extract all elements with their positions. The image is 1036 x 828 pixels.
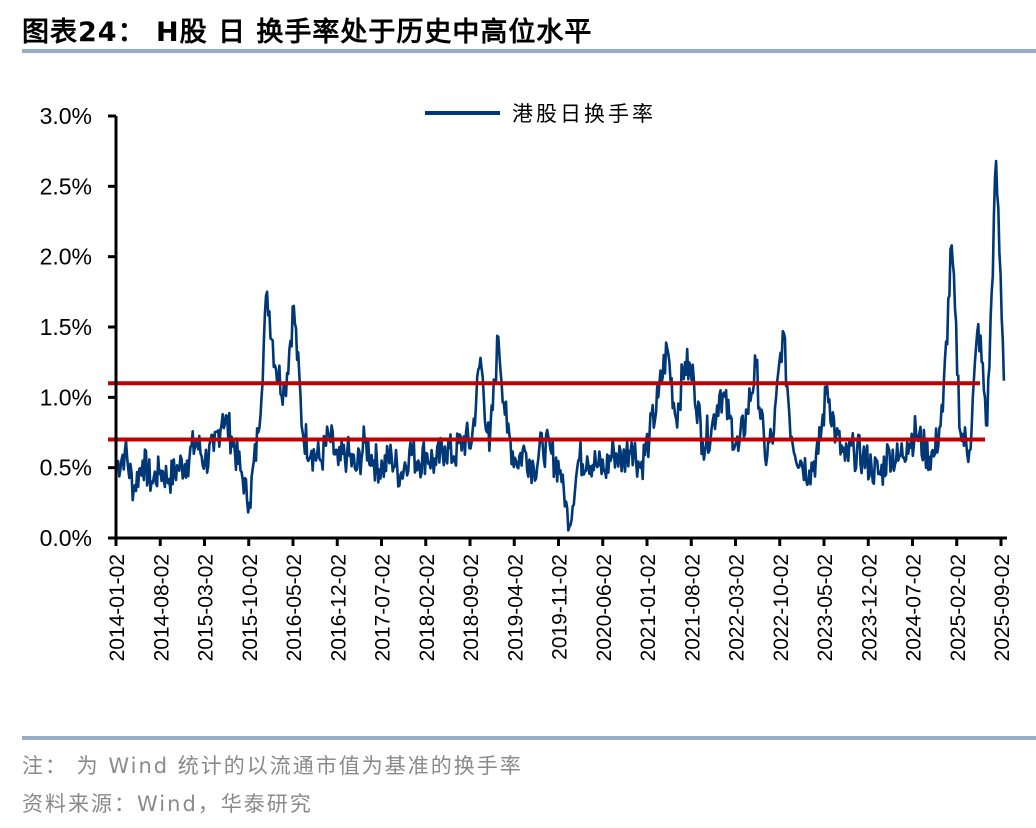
y-tick-label: 0.0% xyxy=(40,525,92,551)
x-tick-label: 2018-02-02 xyxy=(416,554,439,661)
y-tick-label: 1.0% xyxy=(40,384,92,410)
x-tick-label: 2014-01-02 xyxy=(106,554,129,661)
x-tick-label: 2023-05-02 xyxy=(814,554,837,661)
title-divider xyxy=(22,49,1036,53)
x-tick-label: 2024-07-02 xyxy=(903,554,926,661)
x-tick-label: 2020-06-02 xyxy=(593,554,616,661)
x-tick-label: 2025-09-02 xyxy=(991,554,1014,661)
x-tick-label: 2014-08-02 xyxy=(150,554,173,661)
x-tick-label: 2021-08-02 xyxy=(681,554,704,661)
source-note: 资料来源：Wind，华泰研究 xyxy=(22,792,313,816)
x-tick-label: 2015-03-02 xyxy=(195,554,218,661)
x-tick-label: 2015-10-02 xyxy=(239,554,262,661)
y-tick-label: 0.5% xyxy=(40,455,92,481)
x-tick-label: 2017-07-02 xyxy=(372,554,395,661)
y-tick-label: 2.5% xyxy=(40,173,92,199)
footer-divider xyxy=(22,736,1036,740)
x-tick-label: 2019-04-02 xyxy=(504,554,527,661)
y-tick-label: 3.0% xyxy=(40,103,92,129)
x-tick-label: 2022-10-02 xyxy=(770,554,793,661)
x-tick-label: 2018-09-02 xyxy=(460,554,483,661)
y-tick-label: 1.5% xyxy=(40,314,92,340)
footnote: 注： 为 Wind 统计的以流通市值为基准的换手率 xyxy=(22,754,523,778)
x-tick-label: 2016-12-02 xyxy=(327,554,350,661)
x-tick-label: 2023-12-02 xyxy=(858,554,881,661)
x-tick-label: 2021-01-02 xyxy=(637,554,660,661)
x-tick-label: 2016-05-02 xyxy=(283,554,306,661)
series-line xyxy=(114,159,1006,532)
x-tick-label: 2025-02-02 xyxy=(947,554,970,661)
x-tick-label: 2022-03-02 xyxy=(726,554,749,661)
x-axis-labels: 2014-01-02 2014-08-02 2015-03-02 2015-10-02… xyxy=(106,554,1014,661)
reference-lines xyxy=(108,381,985,442)
y-axis-labels: 0.0% 0.5% 1.0% 1.5% 2.0% 2.5% 3.0% xyxy=(40,103,92,551)
x-tick-label: 2019-11-02 xyxy=(549,554,572,660)
axes xyxy=(108,114,1007,546)
chart-area: 0.0%0.5%1.0%1.5%2.0%2.5%3.0% 2014-01-02 2… xyxy=(40,102,1014,661)
chart-title: 图表24： H股 日 换手率处于历史中高位水平 xyxy=(22,17,593,48)
legend: 港股日换手率 xyxy=(425,102,656,126)
turnover-line xyxy=(114,159,1006,532)
legend-label: 港股日换手率 xyxy=(512,102,656,126)
y-tick-label: 2.0% xyxy=(40,244,92,270)
